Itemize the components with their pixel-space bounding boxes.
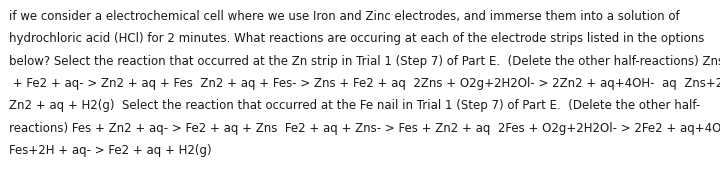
Text: + Fe2 + aq- > Zn2 + aq + Fes  Zn2 + aq + Fes- > Zns + Fe2 + aq  2Zns + O2g+2H2Ol: + Fe2 + aq- > Zn2 + aq + Fes Zn2 + aq + … [9,77,720,90]
Text: hydrochloric acid (HCl) for 2 minutes. What reactions are occuring at each of th: hydrochloric acid (HCl) for 2 minutes. W… [9,32,704,45]
Text: Zn2 + aq + H2(g)  Select the reaction that occurred at the Fe nail in Trial 1 (S: Zn2 + aq + H2(g) Select the reaction tha… [9,99,700,112]
Text: below? Select the reaction that occurred at the Zn strip in Trial 1 (Step 7) of : below? Select the reaction that occurred… [9,55,720,68]
Text: Fes+2H + aq- > Fe2 + aq + H2(g): Fes+2H + aq- > Fe2 + aq + H2(g) [9,144,211,157]
Text: if we consider a electrochemical cell where we use Iron and Zinc electrodes, and: if we consider a electrochemical cell wh… [9,10,679,23]
Text: reactions) Fes + Zn2 + aq- > Fe2 + aq + Zns  Fe2 + aq + Zns- > Fes + Zn2 + aq  2: reactions) Fes + Zn2 + aq- > Fe2 + aq + … [9,122,720,135]
